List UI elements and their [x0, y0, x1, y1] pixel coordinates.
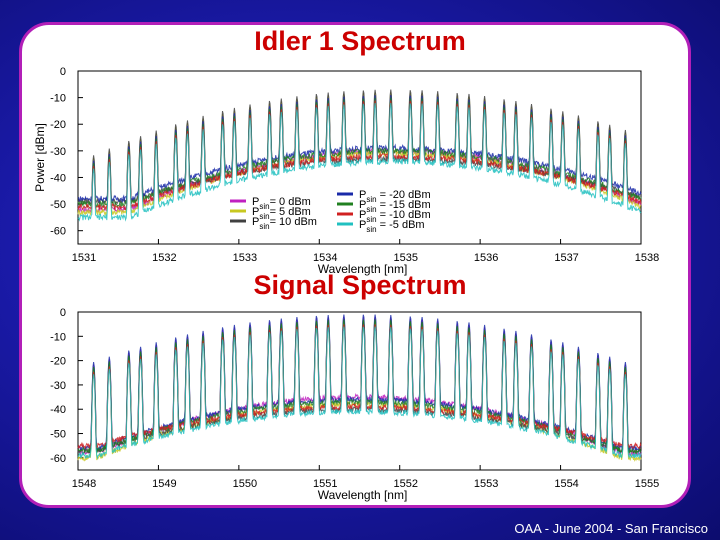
- signal-y-tick-label: -60: [50, 453, 66, 465]
- signal-x-tick-label: 1555: [635, 478, 659, 490]
- idler-y-tick-label: -30: [50, 146, 66, 158]
- idler-x-tick-label: 1535: [393, 252, 417, 264]
- signal-x-tick-label: 1549: [152, 478, 176, 490]
- idler-y-tick-label: -50: [50, 199, 66, 211]
- idler-y-tick-label: 0: [60, 66, 66, 78]
- idler-y-tick-label: -60: [50, 226, 66, 238]
- signal-series-line-5: [77, 324, 642, 450]
- idler-chart-title: Idler 1 Spectrum: [254, 26, 466, 56]
- idler-series-line-5: [77, 100, 642, 212]
- signal-y-tick-label: -40: [50, 404, 66, 416]
- idler-y-tick-label: -10: [50, 93, 66, 105]
- signal-x-axis-label: Wavelength [nm]: [318, 488, 408, 502]
- idler-plot-frame: [77, 70, 642, 245]
- idler-x-tick-label: 1532: [152, 252, 176, 264]
- signal-series-line-1: [77, 321, 642, 463]
- signal-x-tick-label: 1554: [554, 478, 578, 490]
- legend-entry-left-1: Psin= 5 dBm: [252, 206, 311, 221]
- idler-x-tick-label: 1534: [313, 252, 337, 264]
- signal-y-tick-label: -20: [50, 356, 66, 368]
- idler-x-tick-label: 1531: [72, 252, 96, 264]
- idler-y-tick-label: -40: [50, 172, 66, 184]
- signal-x-tick-label: 1550: [233, 478, 257, 490]
- signal-x-tick-label: 1548: [72, 478, 96, 490]
- legend-entry-right-3: Psin = -5 dBm: [359, 219, 425, 234]
- signal-x-tick-label: 1553: [474, 478, 498, 490]
- signal-series-line-6: [77, 326, 642, 460]
- signal-chart-title: Signal Spectrum: [253, 270, 467, 300]
- signal-y-tick-label: -50: [50, 429, 66, 441]
- idler-x-tick-label: 1536: [474, 252, 498, 264]
- idler-y-axis-label: Power [dBm]: [33, 123, 47, 192]
- legend-entry-right-2: Psin = -10 dBm: [359, 209, 431, 224]
- signal-y-tick-label: -30: [50, 380, 66, 392]
- idler-series-line-4: [77, 97, 642, 209]
- signal-y-tick-label: -10: [50, 331, 66, 343]
- idler-x-axis-label: Wavelength [nm]: [318, 262, 408, 276]
- idler-x-tick-label: 1538: [635, 252, 659, 264]
- signal-x-tick-label: 1552: [393, 478, 417, 490]
- signal-series-line-2: [77, 319, 642, 454]
- idler-series-line-6: [77, 102, 642, 222]
- legend-entry-right-1: Psin = -15 dBm: [359, 199, 431, 214]
- legend-entry-left-2: Psin= 10 dBm: [252, 216, 317, 231]
- signal-plot-frame: [77, 311, 642, 471]
- legend-entry-right-0: Psin = -20 dBm: [359, 189, 431, 204]
- footer-text: OAA - June 2004 - San Francisco: [514, 521, 708, 536]
- idler-x-tick-label: 1533: [233, 252, 257, 264]
- idler-x-tick-label: 1537: [554, 252, 578, 264]
- idler-y-tick-label: -20: [50, 119, 66, 131]
- signal-x-tick-label: 1551: [313, 478, 337, 490]
- signal-y-tick-label: 0: [60, 307, 66, 319]
- legend-entry-left-0: Psin= 0 dBm: [252, 196, 311, 211]
